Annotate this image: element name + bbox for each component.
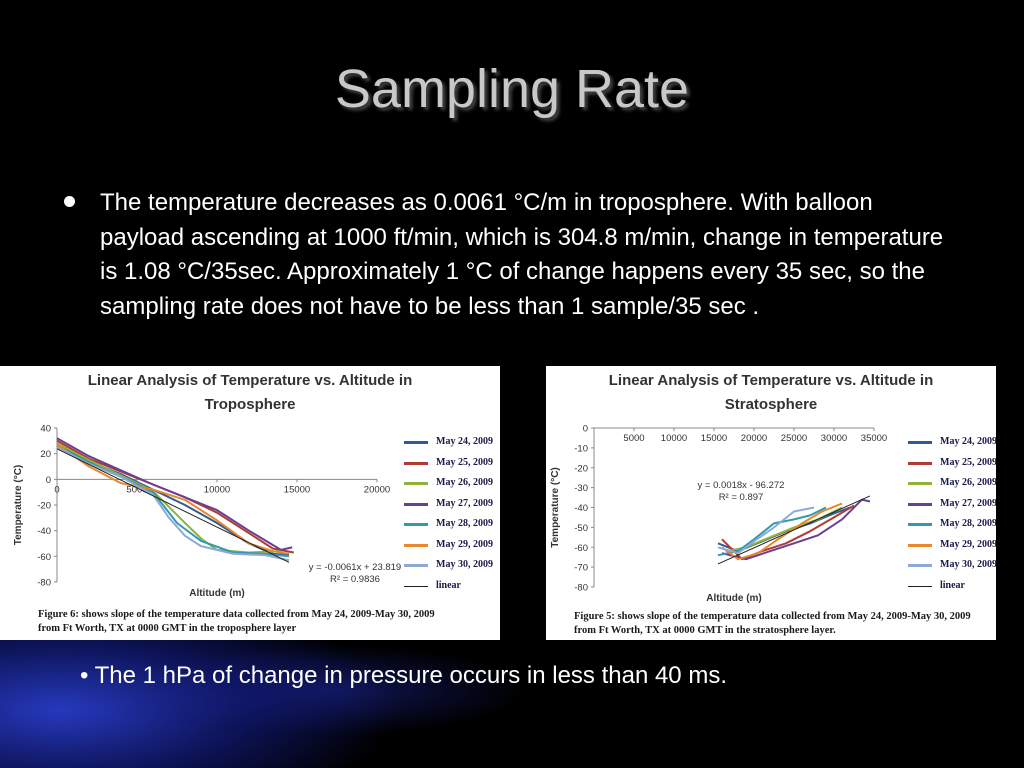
- y-tick-label: -10: [574, 443, 588, 454]
- bullet-1: The temperature decreases as 0.0061 °C/m…: [62, 186, 962, 324]
- troposphere-equation: y = -0.0061x + 23.819: [308, 562, 402, 573]
- troposphere-equation-block: y = -0.0061x + 23.819 R² = 0.9836: [300, 562, 410, 586]
- x-axis-label: Altitude (m): [189, 588, 245, 599]
- legend-label: linear: [940, 579, 965, 591]
- legend-swatch: [908, 461, 932, 465]
- stratosphere-equation: y = 0.0018x - 96.272: [697, 480, 785, 491]
- x-tick-label: 0: [54, 484, 59, 495]
- x-tick-label: 30000: [821, 433, 847, 444]
- y-tick-label: -20: [574, 463, 588, 474]
- legend-label: May 27, 2009: [436, 497, 493, 509]
- legend-swatch: [908, 441, 932, 444]
- y-tick-label: -50: [574, 523, 588, 534]
- legend-label: May 29, 2009: [940, 538, 996, 550]
- troposphere-caption: Figure 6: shows slope of the temperature…: [38, 609, 435, 634]
- stratosphere-chart: 0 -10 -20 -30 -40 -50 -60 -70 -80 5000 10000 15000 2…: [550, 424, 887, 605]
- series-line: [56, 448, 290, 563]
- legend-swatch: [908, 564, 932, 567]
- series-line: [721, 498, 871, 561]
- legend-label: May 24, 2009: [436, 436, 493, 447]
- legend-label: May 29, 2009: [436, 538, 493, 550]
- stratosphere-chart-panel: Linear Analysis of Temperature vs. Altit…: [546, 366, 996, 640]
- series-line: [721, 502, 843, 561]
- bullet-2: • The 1 hPa of change in pressure occurs…: [80, 662, 727, 689]
- bullet-dot-icon: [64, 196, 75, 207]
- legend-label: May 26, 2009: [940, 477, 996, 488]
- y-tick-label: -30: [574, 483, 588, 494]
- y-tick-label: 40: [40, 424, 51, 435]
- stratosphere-caption: Figure 5: shows slope of the temperature…: [574, 611, 971, 636]
- x-tick-label: 5000: [126, 484, 147, 495]
- y-tick-label: -60: [574, 543, 588, 554]
- series-line: [56, 437, 293, 551]
- legend-label: May 28, 2009: [940, 518, 996, 529]
- legend-label: linear: [436, 579, 461, 591]
- series-line: [717, 506, 815, 555]
- bullet-1-text: The temperature decreases as 0.0061 °C/m…: [100, 189, 944, 320]
- y-tick-label: -40: [37, 526, 51, 537]
- y-axis-label: Temperature (°C): [550, 467, 561, 548]
- x-tick-label: 20000: [364, 484, 390, 495]
- legend-label: May 30, 2009: [436, 559, 493, 570]
- troposphere-r-squared: R² = 0.9836: [330, 574, 380, 585]
- legend-swatch: [404, 564, 428, 567]
- y-tick-label: -80: [37, 578, 51, 589]
- slide-title: Sampling Rate: [334, 59, 690, 119]
- x-tick-label: 10000: [661, 433, 687, 444]
- series-line: [717, 495, 871, 565]
- series-line: [56, 442, 282, 554]
- y-tick-label: -20: [37, 501, 51, 512]
- legend-swatch: [908, 523, 932, 526]
- x-axis-label: Altitude (m): [706, 593, 762, 604]
- stratosphere-chart-title: Linear Analysis of Temperature vs. Altit…: [608, 372, 934, 413]
- legend-swatch: [908, 502, 932, 506]
- legend-label: May 30, 2009: [940, 559, 996, 570]
- y-tick-label: 0: [46, 475, 51, 486]
- legend-swatch: [404, 482, 428, 485]
- x-tick-label: 15000: [284, 484, 310, 495]
- x-tick-label: 10000: [204, 484, 230, 495]
- legend-swatch: [908, 585, 932, 587]
- legend-label: May 28, 2009: [436, 518, 493, 529]
- troposphere-chart-title: Linear Analysis of Temperature vs. Altit…: [87, 372, 413, 413]
- series-line: [56, 446, 290, 562]
- y-axis-label: Temperature (°C): [13, 465, 24, 546]
- legend-swatch: [404, 502, 428, 506]
- y-tick-label: 20: [40, 449, 51, 460]
- stratosphere-r-squared: R² = 0.897: [718, 492, 764, 503]
- y-tick-label: -80: [574, 583, 588, 594]
- x-tick-label: 15000: [701, 433, 727, 444]
- y-tick-label: -40: [574, 503, 588, 514]
- legend-swatch: [908, 482, 932, 485]
- x-tick-label: 35000: [861, 433, 887, 444]
- x-tick-label: 25000: [781, 433, 807, 444]
- legend-label: May 25, 2009: [436, 456, 493, 468]
- x-tick-label: 5000: [623, 433, 644, 444]
- legend-swatch: [908, 543, 932, 547]
- y-tick-label: -70: [574, 563, 588, 574]
- legend-swatch: [404, 543, 428, 547]
- legend-label: May 27, 2009: [940, 497, 996, 509]
- legend-swatch: [404, 461, 428, 465]
- series-line: [717, 506, 827, 557]
- stratosphere-equation-block: y = 0.0018x - 96.272 R² = 0.897: [686, 480, 796, 504]
- legend-swatch: [404, 523, 428, 526]
- legend-swatch: [404, 441, 428, 444]
- troposphere-chart-panel: Linear Analysis of Temperature vs. Altit…: [0, 366, 500, 640]
- x-tick-label: 20000: [741, 433, 767, 444]
- legend-label: May 25, 2009: [940, 456, 996, 468]
- series-line: [56, 443, 290, 555]
- legend-label: May 26, 2009: [436, 477, 493, 488]
- y-tick-label: 0: [583, 424, 588, 435]
- y-tick-label: -60: [37, 552, 51, 563]
- legend-swatch: [404, 585, 428, 587]
- legend-label: May 24, 2009: [940, 436, 996, 447]
